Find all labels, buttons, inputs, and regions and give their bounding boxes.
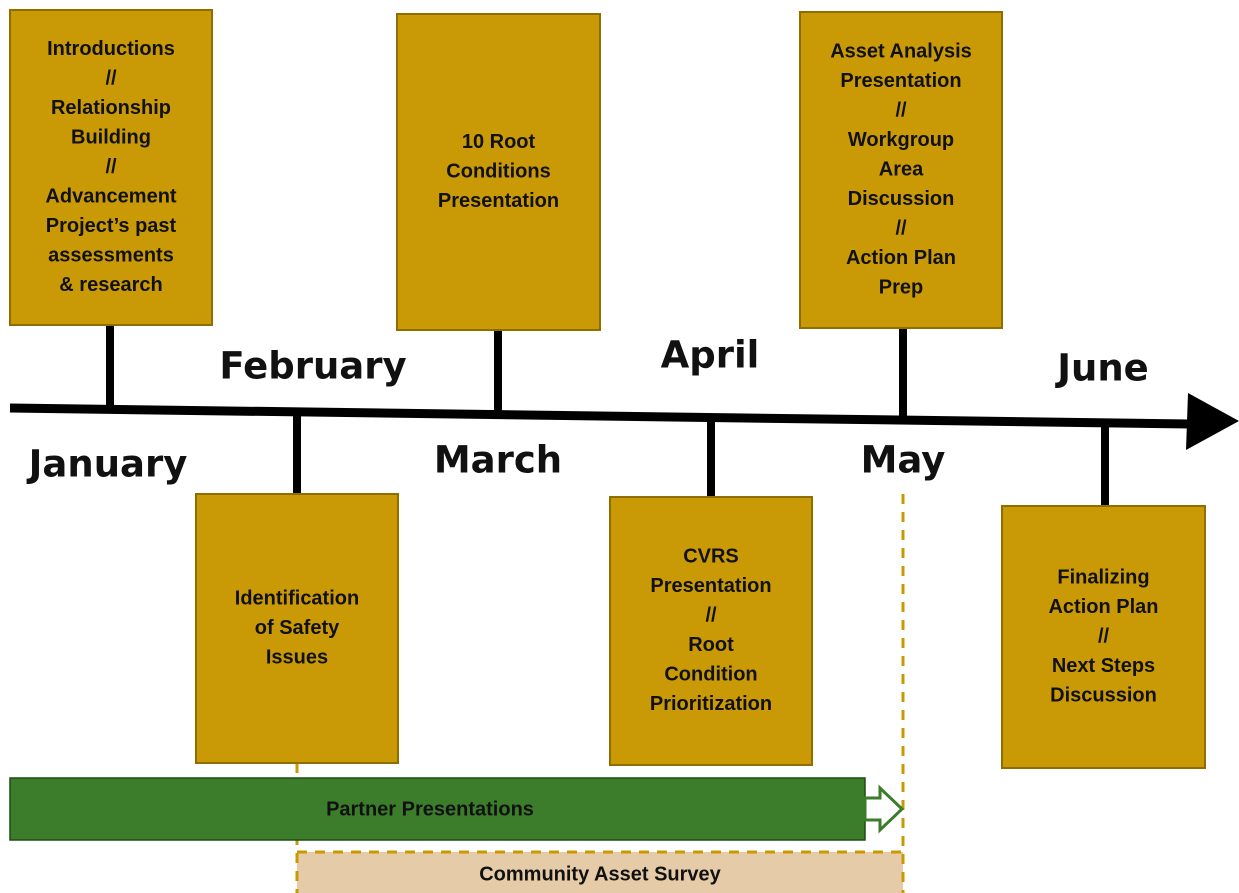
axis [9,403,1191,429]
milestone-text: // [895,217,907,239]
month-label: March [434,439,562,482]
milestone-text: 10 Root [462,131,536,153]
milestone-text: Presentation [438,190,559,212]
milestone-box [195,493,399,764]
milestone-text: & research [59,274,162,296]
milestone-text: // [105,156,117,178]
milestone-box [609,496,813,766]
milestone-box [799,11,1003,329]
milestone-text: Identification [235,587,359,609]
month-label: May [861,439,946,482]
milestone-text: Asset Analysis [830,40,972,62]
milestone-text: Introductions [47,38,175,60]
milestone-text: Presentation [840,70,961,92]
milestone-text: Next Steps [1052,655,1155,677]
milestone-text: Area [879,158,924,180]
milestone-text: // [1098,625,1110,647]
milestone-text: Discussion [1050,684,1157,706]
milestone-box [9,9,213,326]
month-label: April [661,334,760,377]
month-label: February [219,345,406,388]
milestone-text: Prioritization [650,693,772,715]
milestone-text: // [895,99,907,121]
milestone-text: Discussion [848,188,955,210]
milestone-text: CVRS [683,546,739,568]
milestone-text: Relationship [51,97,171,119]
month-label: January [26,443,188,486]
milestone-text: Advancement [45,185,176,207]
milestone-text: Presentation [650,575,771,597]
milestone-box [396,13,601,331]
milestone-text: assessments [48,244,174,266]
milestone-text: // [105,67,117,89]
milestone-text: Condition [664,664,757,686]
milestone-text: Action Plan [846,247,956,269]
month-label: June [1054,347,1149,390]
milestone-text: Prep [879,276,923,298]
milestone-text: Issues [266,646,328,668]
partner-arrow [863,784,905,834]
milestone-text: Workgroup [848,129,954,151]
milestone-text: Building [71,126,151,148]
milestone-text: Finalizing [1057,566,1149,588]
milestone-text: // [705,605,717,627]
milestone-box [1001,505,1206,769]
milestone-text: Project’s past [46,215,177,237]
survey-fill [297,852,903,893]
partner-bar [9,777,866,841]
milestone-text: Root [688,634,734,656]
bar-label: Partner Presentations [326,798,534,820]
axis-arrowhead [1186,393,1239,450]
bar-label: Community Asset Survey [479,863,721,885]
milestone-text: Conditions [446,160,550,182]
milestone-text: of Safety [255,617,340,639]
milestone-text: Action Plan [1048,596,1158,618]
